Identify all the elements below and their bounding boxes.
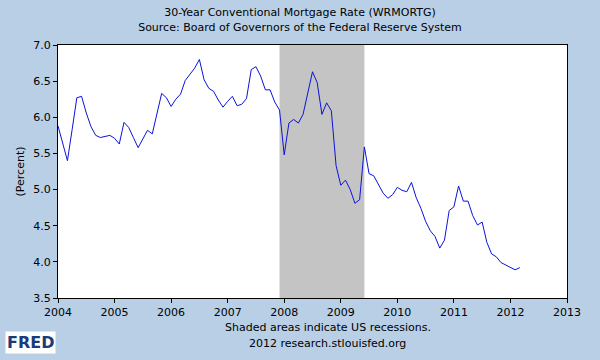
svg-text:5.5: 5.5 bbox=[33, 147, 51, 160]
svg-text:2010: 2010 bbox=[383, 306, 411, 319]
svg-text:2012 research.stlouisfed.org: 2012 research.stlouisfed.org bbox=[249, 337, 406, 350]
svg-text:3.5: 3.5 bbox=[33, 292, 51, 305]
svg-text:(Percent): (Percent) bbox=[14, 147, 27, 197]
svg-text:7.0: 7.0 bbox=[33, 39, 51, 52]
svg-text:2007: 2007 bbox=[214, 306, 242, 319]
svg-text:6.5: 6.5 bbox=[33, 75, 51, 88]
svg-text:2008: 2008 bbox=[270, 306, 298, 319]
svg-text:30-Year Conventional Mortgage: 30-Year Conventional Mortgage Rate (WRMO… bbox=[138, 6, 462, 33]
svg-text:4.5: 4.5 bbox=[33, 220, 51, 233]
svg-text:2006: 2006 bbox=[157, 306, 185, 319]
svg-text:FRED: FRED bbox=[7, 333, 54, 352]
svg-text:4.0: 4.0 bbox=[33, 256, 51, 269]
svg-text:6.0: 6.0 bbox=[33, 111, 51, 124]
svg-text:2004: 2004 bbox=[44, 306, 72, 319]
svg-text:5.0: 5.0 bbox=[33, 183, 51, 196]
svg-text:2013: 2013 bbox=[553, 306, 581, 319]
svg-text:2005: 2005 bbox=[101, 306, 129, 319]
svg-text:2011: 2011 bbox=[440, 306, 468, 319]
svg-text:2012: 2012 bbox=[496, 306, 524, 319]
svg-text:2009: 2009 bbox=[327, 306, 355, 319]
svg-text:Shaded areas indicate US reces: Shaded areas indicate US recessions. bbox=[225, 321, 431, 334]
